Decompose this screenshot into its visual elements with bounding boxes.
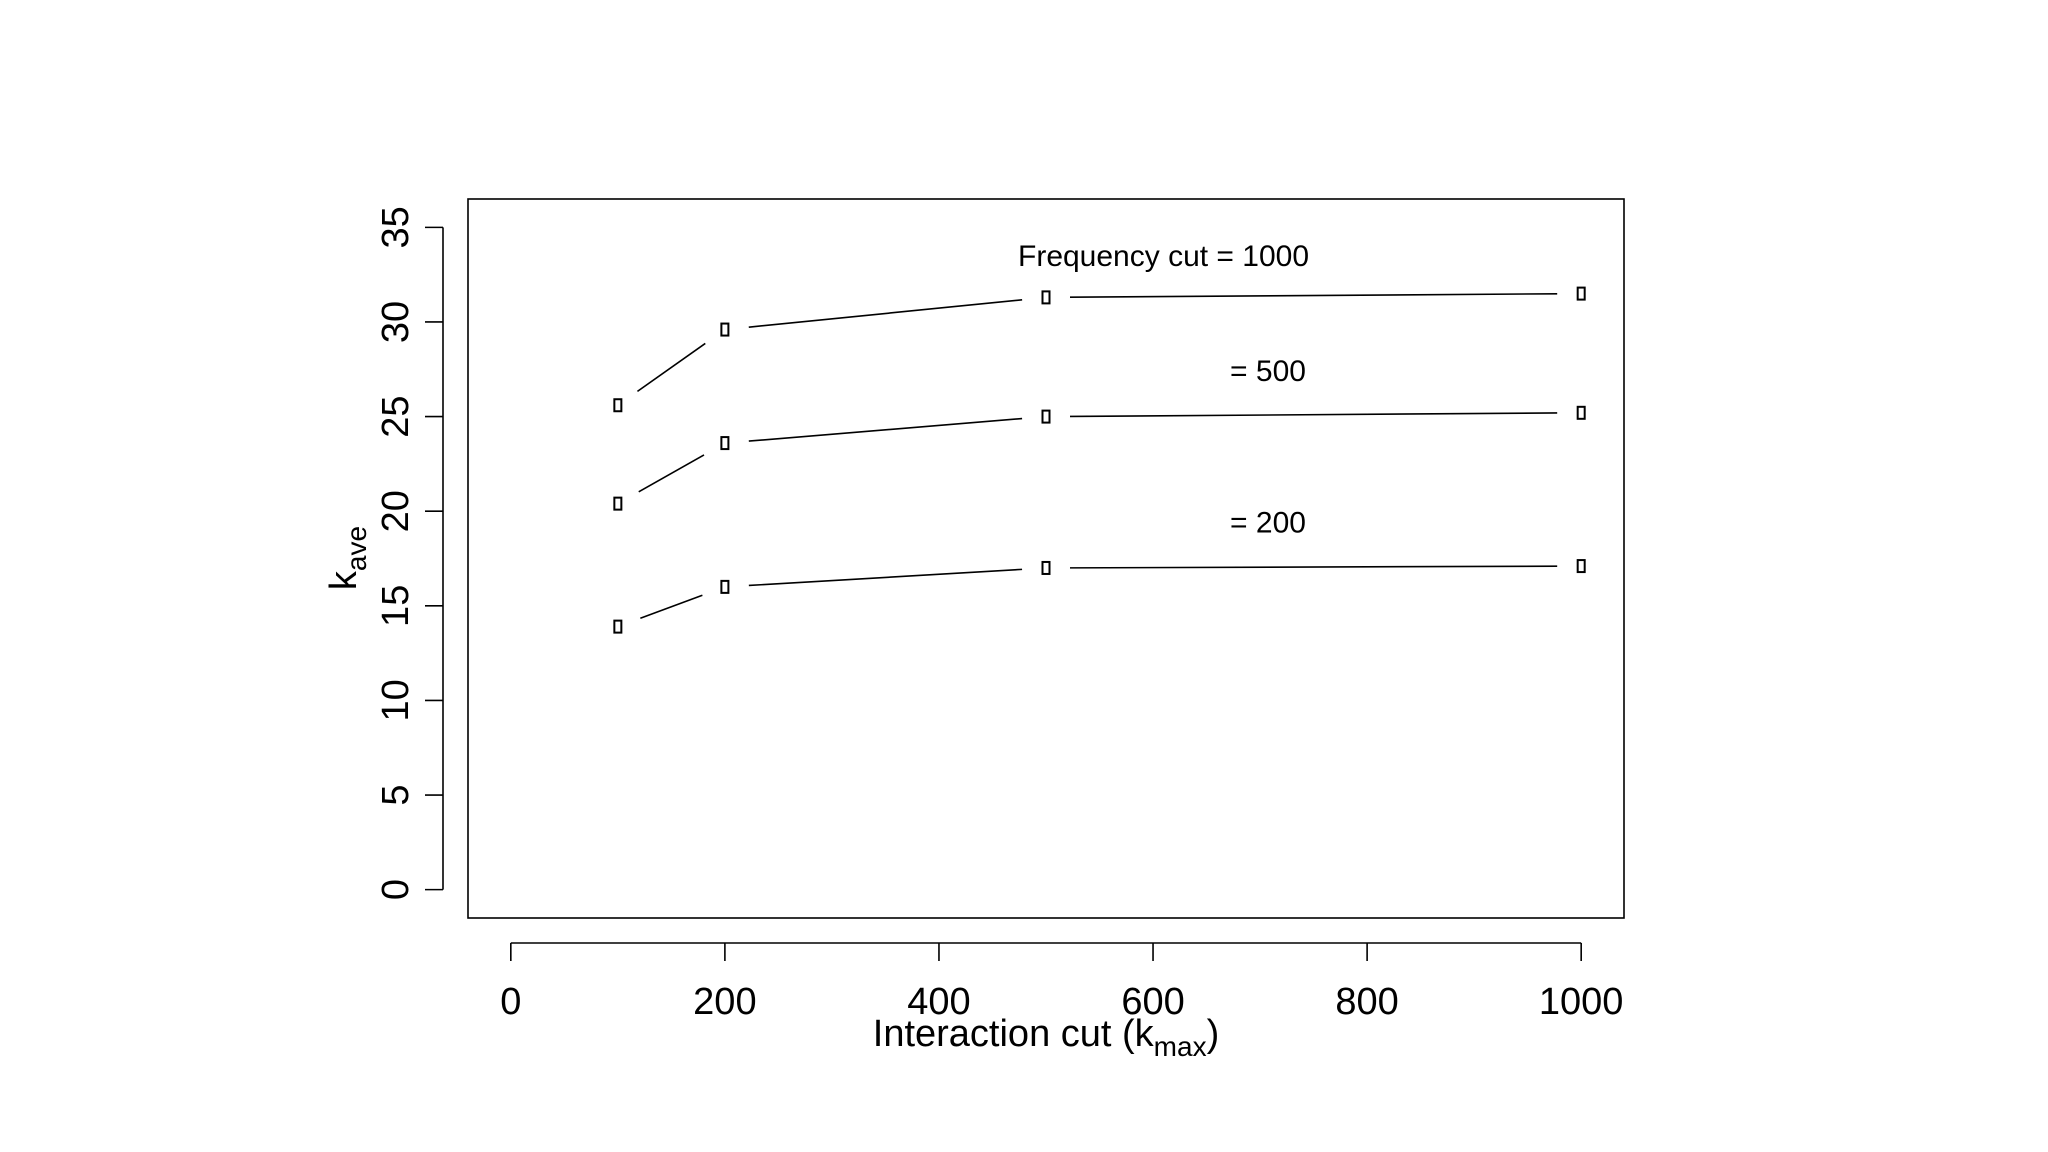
series-1 [613, 405, 1586, 511]
x-axis: 0 200 400 600 800 1000 [500, 942, 1624, 1023]
series-line-segment [636, 342, 706, 393]
series-2 [613, 559, 1586, 634]
y-tick-label: 20 [375, 490, 417, 532]
y-tick-label: 30 [375, 301, 417, 343]
series-line-segment [638, 454, 705, 493]
x-tick-label: 0 [500, 981, 521, 1023]
series-annotation: = 500 [1230, 355, 1306, 388]
data-point [1576, 559, 1586, 574]
y-tick-label: 15 [375, 585, 417, 627]
series-line-segment [748, 568, 1023, 587]
series-annotation: = 200 [1230, 507, 1306, 540]
series-line-segment [1069, 565, 1558, 569]
data-point [1041, 560, 1051, 575]
y-axis: 0 5 10 15 20 25 30 35 [375, 206, 444, 900]
x-tick-label: 1000 [1539, 981, 1624, 1023]
y-tick-label: 10 [375, 679, 417, 721]
series-line-segment [640, 594, 703, 620]
data-point [720, 579, 730, 594]
series-0 [613, 286, 1586, 413]
data-point [720, 322, 730, 337]
data-point [613, 398, 623, 413]
x-tick-label: 400 [907, 981, 970, 1023]
x-axis-label: Interaction cut (kmax) [873, 1013, 1219, 1062]
data-point [1041, 409, 1051, 424]
data-point [1576, 286, 1586, 301]
y-tick-label: 25 [375, 395, 417, 437]
series-line-segment [1069, 412, 1558, 418]
data-point [613, 496, 623, 511]
data-point [1576, 405, 1586, 420]
series-annotation: Frequency cut = 1000 [1018, 240, 1309, 273]
annotation-layer: Frequency cut = 1000 = 500 = 200 [1018, 240, 1309, 540]
y-tick-label: 0 [375, 879, 417, 900]
y-tick-label: 5 [375, 784, 417, 805]
data-point [1041, 290, 1051, 305]
data-point [613, 619, 623, 634]
y-axis-label: kave [323, 526, 372, 590]
x-tick-label: 600 [1121, 981, 1184, 1023]
plot-frame [467, 198, 1625, 919]
y-tick-label: 35 [375, 206, 417, 248]
series-layer [613, 286, 1586, 634]
x-tick-label: 200 [693, 981, 756, 1023]
series-line-segment [748, 298, 1023, 328]
series-line-segment [748, 417, 1023, 442]
x-tick-label: 800 [1335, 981, 1398, 1023]
data-point [720, 436, 730, 451]
series-line-segment [1069, 292, 1558, 299]
